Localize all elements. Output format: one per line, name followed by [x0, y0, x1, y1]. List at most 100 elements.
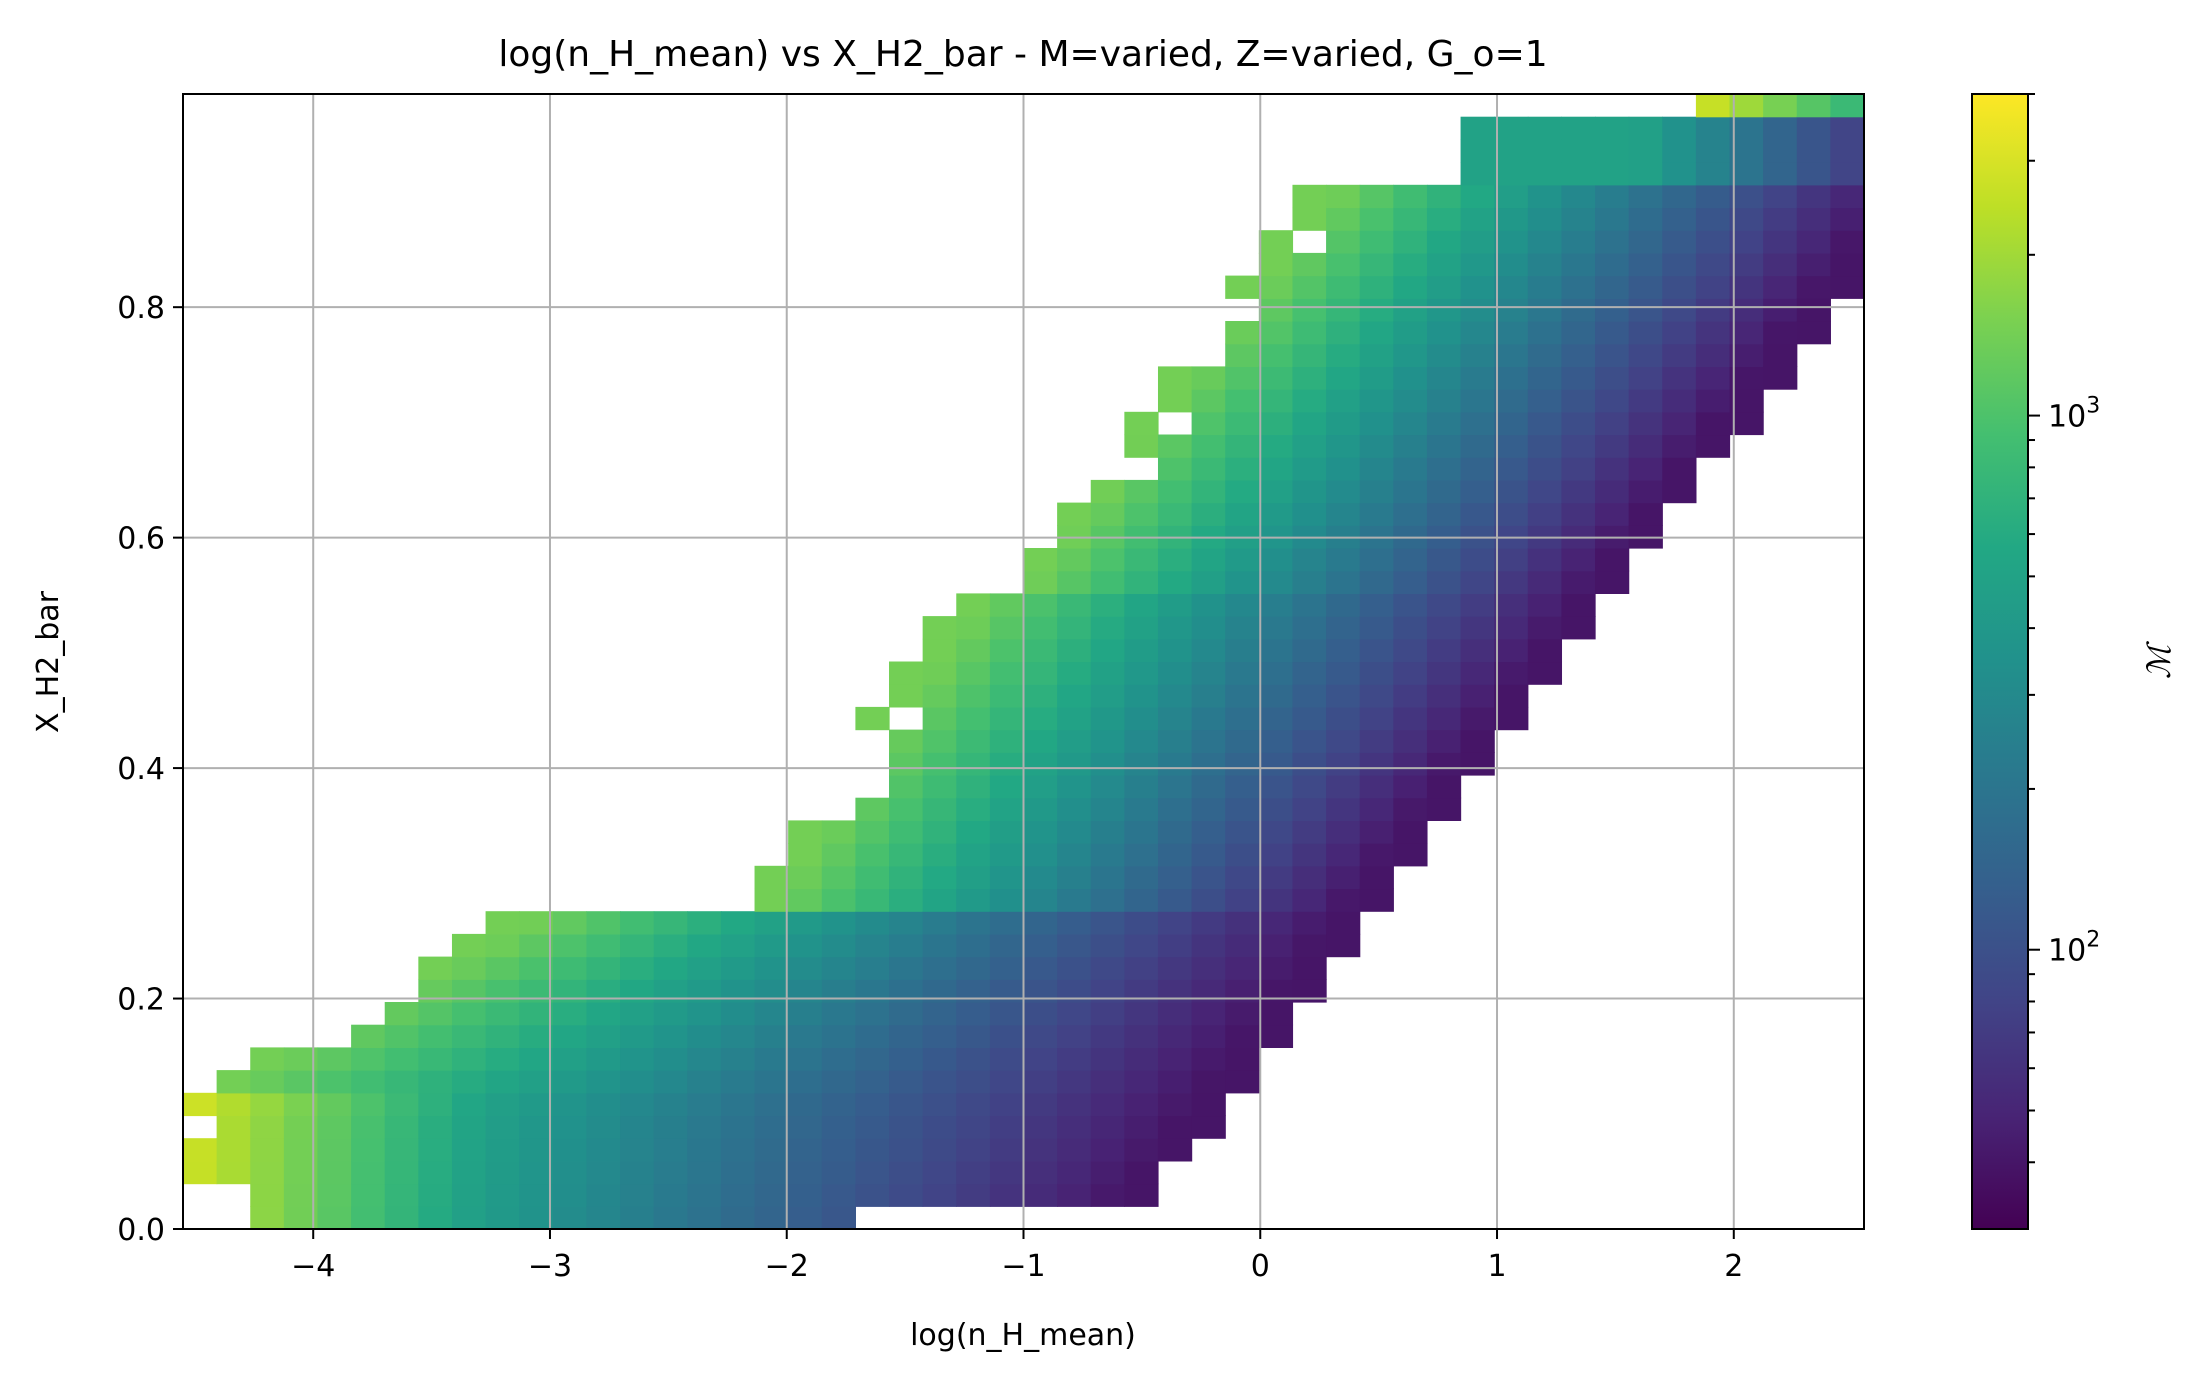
x-tick-label: −2 [765, 1249, 809, 1284]
heatmap-cell [1090, 933, 1125, 958]
heatmap-cell [1494, 570, 1529, 594]
heatmap-cell [1057, 1047, 1092, 1071]
heatmap-cell [1326, 684, 1361, 708]
heatmap-cell [1561, 616, 1596, 640]
heatmap-cell [1157, 1138, 1193, 1162]
heatmap-cell [653, 1160, 688, 1185]
heatmap-cell [283, 1206, 319, 1229]
heatmap-cell [1695, 389, 1731, 413]
heatmap-cell [788, 1206, 823, 1229]
heatmap-cell [1561, 570, 1596, 594]
heatmap-cell [687, 1024, 722, 1048]
heatmap-cell [1326, 638, 1361, 663]
heatmap-cell [1494, 593, 1529, 617]
heatmap-cell [1729, 162, 1764, 186]
heatmap-cell [1258, 298, 1294, 322]
heatmap-cell [1090, 979, 1125, 1003]
heatmap-cell [451, 956, 487, 980]
heatmap-cell [519, 1070, 554, 1094]
heatmap-cell [720, 1024, 756, 1048]
heatmap-cell [1225, 843, 1260, 867]
heatmap-cell [1830, 275, 1864, 299]
heatmap-cell [1628, 298, 1663, 322]
heatmap-cell [1729, 389, 1764, 413]
heatmap-cell [1695, 252, 1731, 277]
heatmap-cell [1292, 775, 1327, 799]
heatmap-cell [956, 706, 991, 731]
heatmap-cell [687, 1092, 722, 1117]
heatmap-cell [1460, 230, 1495, 254]
heatmap-cell [989, 979, 1025, 1003]
heatmap-cell [1225, 775, 1260, 799]
heatmap-cell [1359, 638, 1394, 663]
heatmap-cell [1225, 684, 1260, 708]
heatmap-cell [1292, 661, 1327, 685]
heatmap-cell [1561, 434, 1596, 458]
heatmap-cell [1191, 956, 1226, 980]
heatmap-cell [1326, 616, 1361, 640]
heatmap-cell [1763, 321, 1798, 345]
heatmap-cell [1460, 343, 1495, 367]
heatmap-cell [1830, 162, 1864, 186]
heatmap-cell [1157, 457, 1193, 481]
heatmap-cell [889, 752, 924, 776]
heatmap-cell [1527, 661, 1563, 685]
heatmap-cell [1057, 729, 1092, 753]
heatmap-cell [922, 1115, 957, 1139]
heatmap-cell [1258, 252, 1294, 277]
heatmap-cell [1527, 638, 1563, 663]
heatmap-cell [1527, 298, 1563, 322]
heatmap-cell [1258, 820, 1294, 844]
heatmap-cell [1090, 661, 1125, 685]
heatmap-cell [485, 979, 520, 1003]
heatmap-cell [922, 911, 957, 935]
heatmap-cell [754, 1047, 789, 1071]
heatmap-cell [1326, 389, 1361, 413]
heatmap-cell [1124, 1115, 1159, 1139]
heatmap-cell [1426, 548, 1462, 572]
heatmap-cell [1393, 298, 1428, 322]
heatmap-cell [1090, 865, 1125, 890]
heatmap-cell [956, 1092, 991, 1117]
heatmap-cell [1258, 775, 1294, 799]
heatmap-cell [1157, 775, 1193, 799]
heatmap-cell [1494, 116, 1529, 140]
heatmap-cell [1057, 1070, 1092, 1094]
heatmap-cell [1292, 434, 1327, 458]
heatmap-cell [1023, 661, 1058, 685]
heatmap-cell [1494, 616, 1529, 640]
heatmap-cell [1258, 911, 1294, 935]
heatmap-cell [720, 933, 756, 958]
heatmap-cell [788, 1160, 823, 1185]
heatmap-cell [1124, 706, 1159, 731]
heatmap-cell [1359, 184, 1394, 209]
heatmap-cell [788, 1138, 823, 1162]
heatmap-cell [889, 1160, 924, 1185]
heatmap-cell [1023, 1070, 1058, 1094]
heatmap-cell [956, 1138, 991, 1162]
heatmap-cell [788, 820, 823, 844]
x-axis-ticks: −4 −3 −2 −1 0 1 2 [291, 1229, 1743, 1284]
heatmap-cell [1191, 457, 1226, 481]
heatmap-cell [1830, 207, 1864, 231]
heatmap-cell [1225, 752, 1260, 776]
heatmap-cell [1023, 616, 1058, 640]
heatmap-cell [989, 865, 1025, 890]
heatmap-cell [1090, 820, 1125, 844]
heatmap-cell [1124, 820, 1159, 844]
heatmap-cell [451, 1138, 487, 1162]
x-tick-label: −1 [1001, 1249, 1045, 1284]
heatmap-cell [821, 820, 856, 844]
heatmap-cell [1527, 548, 1563, 572]
heatmap-cell [1595, 434, 1630, 458]
heatmap-cell [1258, 865, 1294, 890]
heatmap-cell [1326, 275, 1361, 299]
heatmap-cell [1393, 548, 1428, 572]
heatmap-cell [418, 1070, 453, 1094]
heatmap-cell [1023, 1092, 1058, 1117]
heatmap-cell [956, 616, 991, 640]
heatmap-cell [889, 797, 924, 821]
heatmap-cell [1090, 843, 1125, 867]
heatmap-cell [1662, 434, 1697, 458]
heatmap-cell [1561, 230, 1596, 254]
